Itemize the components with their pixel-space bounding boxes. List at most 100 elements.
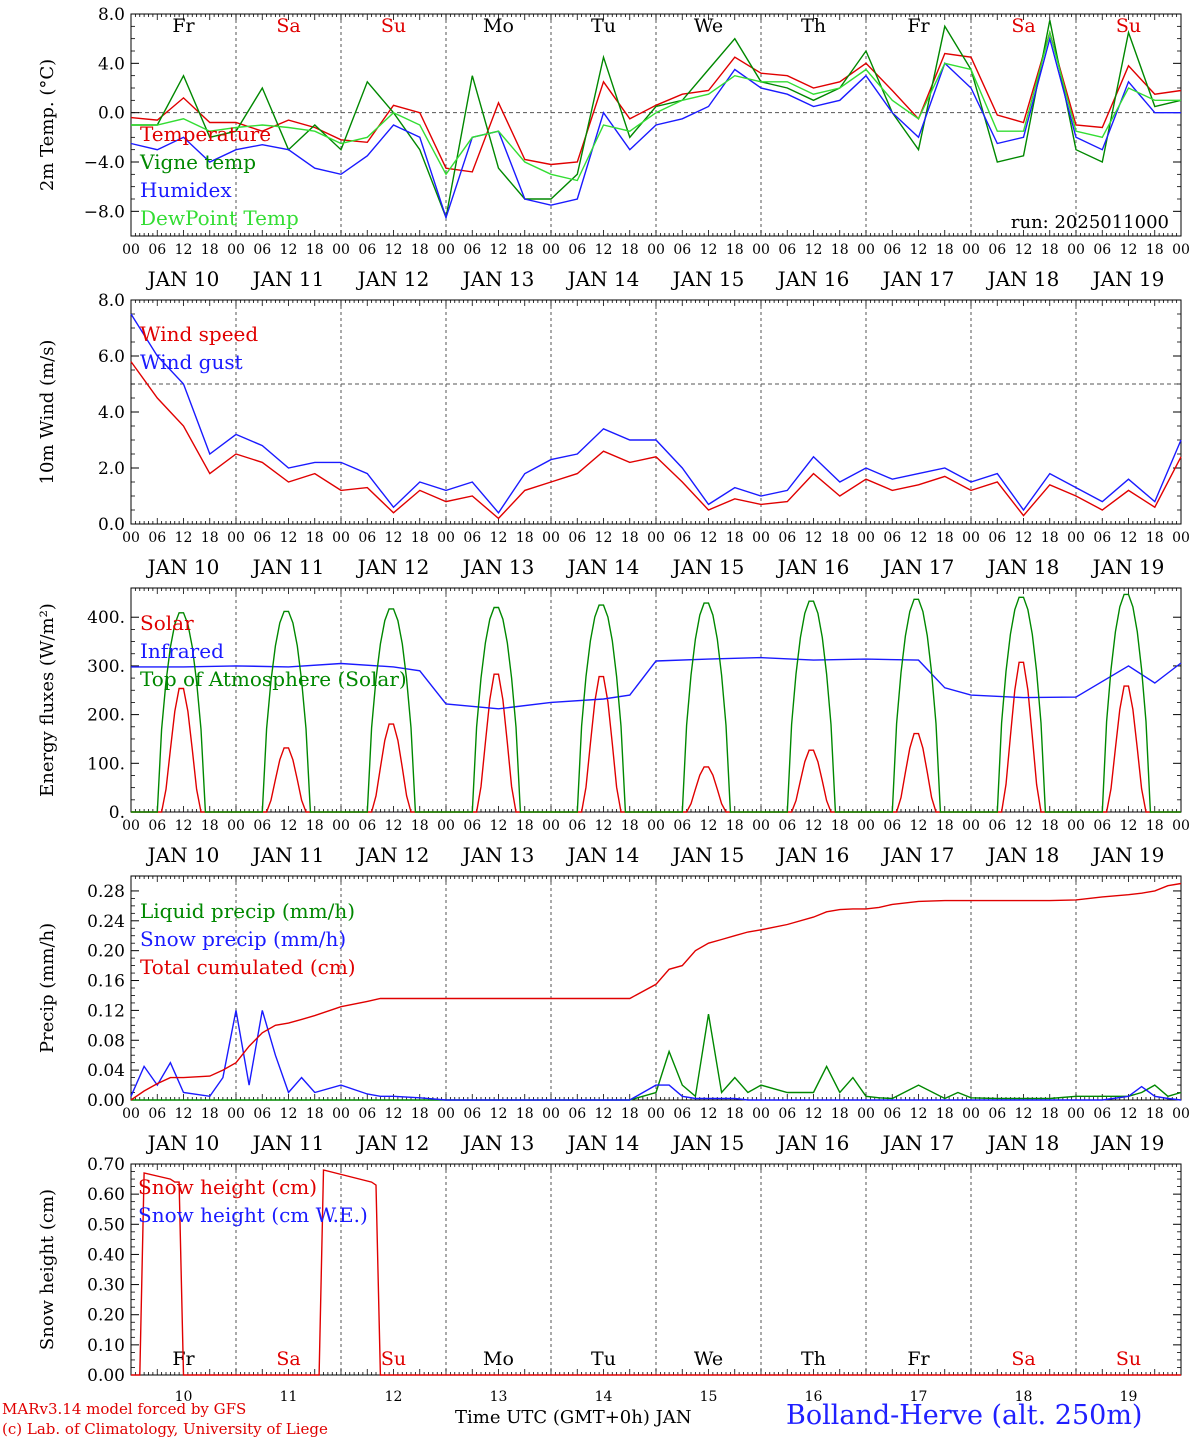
x-hour-label: 00 [647,530,665,546]
x-hour-label: 18 [516,530,534,546]
x-hour-label: 18 [621,242,639,258]
x-hour-label: 06 [1093,818,1111,834]
weekday-label: Su [1116,15,1141,37]
x-hour-label: 00 [647,242,665,258]
x-hour-label: 00 [542,1106,560,1122]
x-date-label: JAN 10 [146,267,220,291]
y-tick-label: 0.04 [87,1061,125,1081]
panel-2: 0.0 2.0 4.0 6.0 8.0 10m Wind (m/s) 00 06 12 18 JAN… [37,291,1190,579]
x-date-label: JAN 15 [671,555,745,579]
x-hour-label: 00 [857,242,875,258]
x-day-number: 14 [595,1389,613,1405]
x-hour-label: 06 [568,1106,586,1122]
x-hour-label: 18 [411,818,429,834]
y-axis-label: 2m Temp. (°C) [37,59,58,191]
x-hour-label: 18 [306,242,324,258]
x-day-number: 19 [1120,1389,1138,1405]
x-hour-label: 18 [936,530,954,546]
x-hour-label: 18 [1041,1106,1059,1122]
series-line [131,29,1181,182]
x-hour-label: 18 [411,242,429,258]
legend-entry: Temperature [140,122,271,146]
x-hour-label: 00 [332,1106,350,1122]
series-line [131,1169,1181,1376]
weekday-label: Sa [1011,15,1035,37]
x-hour-label: 18 [411,1106,429,1122]
model-credit-line2: (c) Lab. of Climatology, University of L… [2,1420,328,1438]
x-hour-label: 00 [752,818,770,834]
x-hour-label: 18 [516,242,534,258]
x-hour-label: 06 [778,818,796,834]
x-hour-label: 18 [201,530,219,546]
x-hour-label: 06 [358,818,376,834]
x-hour-label: 18 [726,530,744,546]
x-date-label: JAN 11 [251,267,325,291]
x-hour-label: 00 [542,818,560,834]
x-day-number: 15 [700,1389,718,1405]
x-date-label: JAN 11 [251,1131,325,1155]
x-date-label: JAN 12 [356,843,430,867]
x-hour-label: 06 [673,1106,691,1122]
x-hour-label: 12 [175,242,193,258]
x-hour-label: 12 [385,530,403,546]
x-hour-label: 06 [358,530,376,546]
x-hour-label: 06 [148,242,166,258]
x-hour-label: 06 [673,242,691,258]
x-day-number: 13 [490,1389,508,1405]
x-hour-label: 00 [962,818,980,834]
x-hour-label: 06 [253,1106,271,1122]
x-hour-label: 12 [490,818,508,834]
x-hour-label: 12 [805,242,823,258]
x-hour-label: 18 [621,1106,639,1122]
x-date-label: JAN 16 [776,1131,850,1155]
x-hour-label: 00 [332,818,350,834]
x-hour-label: 18 [1146,1106,1164,1122]
panel-3: 0. 100. 200. 300. 400. Energy fluxes (W/m²) 00… [37,587,1190,867]
legend-entry: Vigne temp [139,150,256,174]
legend-entry: Snow height (cm W.E.) [138,1203,368,1227]
x-hour-label: 06 [778,530,796,546]
x-date-label: JAN 16 [776,843,850,867]
x-date-label: JAN 10 [146,843,220,867]
x-hour-label: 12 [1120,818,1138,834]
x-hour-label: 12 [595,818,613,834]
x-hour-label: 00 [1067,242,1085,258]
series-line [130,361,1182,520]
legend-entry: Solar [140,611,194,635]
x-hour-label: 18 [516,818,534,834]
x-hour-label: 00 [227,818,245,834]
y-axis-label: Precip (mm/h) [37,923,58,1053]
x-date-label: JAN 12 [356,1131,430,1155]
x-day-number: 11 [280,1389,298,1405]
y-tick-label: 0.60 [87,1185,125,1205]
x-hour-label: 18 [201,818,219,834]
x-date-label: JAN 19 [1091,555,1165,579]
weekday-label: Fr [172,1348,195,1370]
x-hour-label: 06 [358,242,376,258]
y-tick-label: 300. [87,657,125,677]
x-hour-label: 00 [647,1106,665,1122]
y-tick-label: 8.0 [98,5,125,25]
x-date-label: JAN 17 [881,555,955,579]
x-hour-label: 00 [122,1106,140,1122]
x-date-label: JAN 14 [566,267,640,291]
legend-entry: Snow precip (mm/h) [140,927,346,951]
series-line [130,35,1181,220]
x-date-label: JAN 14 [566,555,640,579]
legend-entry: Total cumulated (cm) [140,955,356,979]
series-line [131,1013,1182,1101]
x-hour-label: 00 [122,242,140,258]
x-hour-label: 06 [253,530,271,546]
y-tick-label: −8.0 [84,202,125,222]
x-hour-label: 00 [962,530,980,546]
y-tick-label: 0.10 [87,1336,125,1356]
x-hour-label: 12 [490,530,508,546]
weekday-label: Tu [591,15,616,37]
y-axis-label: Snow height (cm) [37,1189,58,1350]
x-hour-label: 12 [910,242,928,258]
y-tick-label: 0.16 [87,972,125,992]
x-hour-label: 18 [1146,530,1164,546]
x-hour-label: 00 [332,530,350,546]
plot-frame [130,587,1182,813]
x-hour-label: 06 [1093,242,1111,258]
